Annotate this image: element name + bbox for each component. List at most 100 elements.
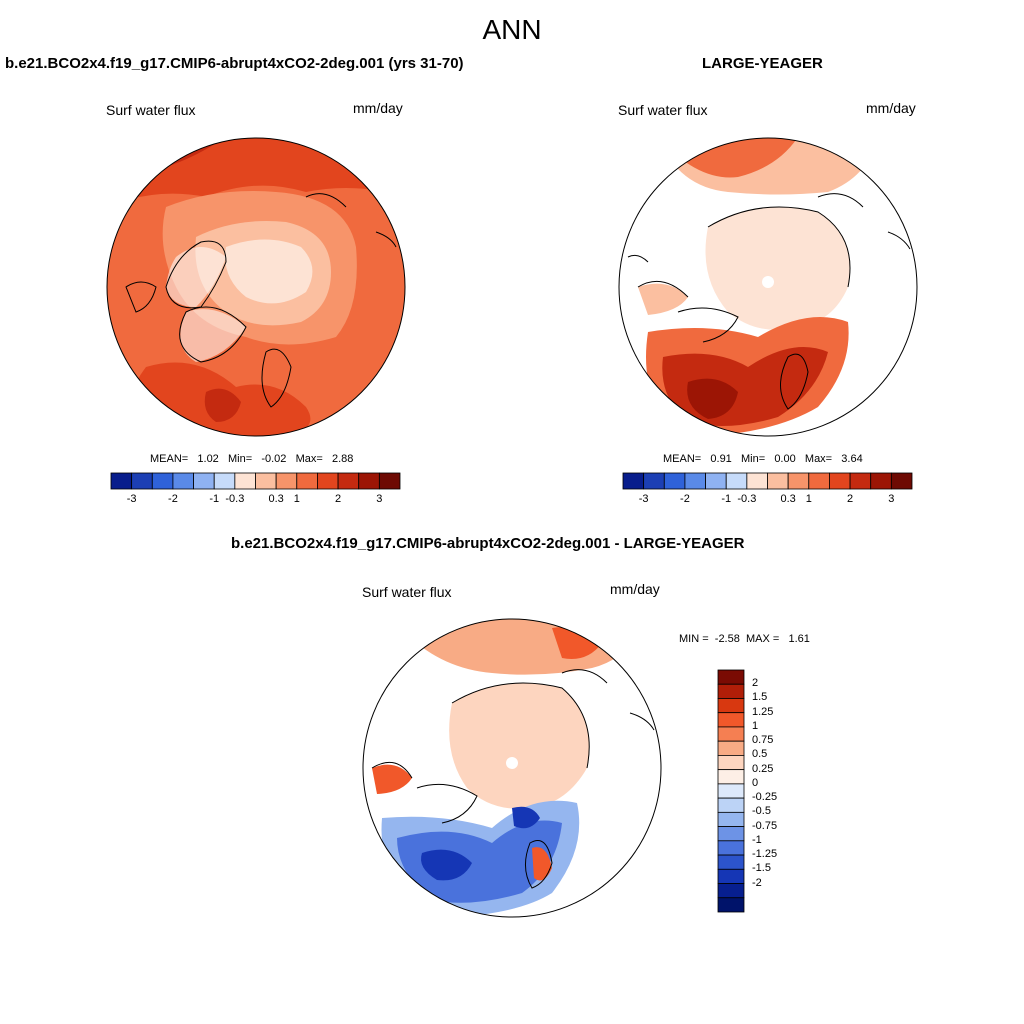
panel-1-colorbar-tick-label: -2: [168, 493, 178, 505]
panel-1-colorbar-tick-label: 0.3: [268, 493, 284, 505]
panel-1-colorbar-box: [378, 472, 401, 490]
max-value: 2.88: [331, 453, 354, 465]
panel-2-colorbar-box: [622, 472, 645, 490]
panel-2-colorbar-box: [684, 472, 706, 490]
max-label: Max=: [804, 453, 833, 465]
panel-3-colorbar-labels: 2 1.5 1.25 1 0.75 0.5 0.25 0 -0.25 -0.5 -0.75 -1 -1.…: [752, 670, 792, 912]
panel-3-colorbar-box: [717, 683, 745, 699]
panel-1-colorbar-box: [317, 472, 339, 490]
panel-3-map: [362, 618, 662, 918]
panel-2-colorbar-box: [787, 472, 810, 490]
max-value: 1.61: [788, 633, 810, 645]
panel-3-colorbar-box: [717, 840, 745, 856]
panel-3-colorbar-box: [717, 769, 745, 785]
min-value: -0.02: [261, 453, 287, 465]
panel-3-colorbar-label: 1.25: [752, 705, 774, 718]
panel-1-colorbar-tick-label: 3: [376, 493, 383, 505]
panel-2-colorbar-tick-label: -3: [638, 493, 649, 505]
panel-2-colorbar-box: [849, 472, 872, 490]
min-value: -2.58: [714, 633, 740, 645]
panel-1-colorbar-box: [255, 472, 277, 490]
panel-1-variable: Surf water flux: [106, 102, 196, 118]
panel-1-colorbar-tick-label: 2: [335, 493, 342, 505]
panel-2-colorbar-box: [829, 472, 851, 490]
panel-3-stats: MIN = -2.58 MAX = 1.61: [679, 633, 810, 645]
panel-2-map: [618, 137, 918, 437]
panel-2-stats: MEAN= 0.91 Min= 0.00 Max= 3.64: [663, 453, 863, 465]
panel-3-colorbar-label: 0: [752, 776, 759, 789]
panel-1-colorbar-box: [172, 472, 194, 490]
panel-3-colorbar-label: 0.25: [752, 762, 774, 775]
panel-3-colorbar-box: [717, 883, 745, 899]
mean-label: MEAN=: [663, 453, 702, 465]
min-label: Min=: [740, 453, 766, 465]
panel-3-title: b.e21.BCO2x4.f19_g17.CMIP6-abrupt4xCO2-2…: [231, 535, 745, 552]
max-label: MAX =: [745, 633, 780, 645]
panel-3-variable: Surf water flux: [362, 584, 452, 600]
panel-1-colorbar-box: [151, 472, 174, 490]
panel-1-colorbar-box: [110, 472, 133, 490]
panel-1-colorbar-box: [358, 472, 380, 490]
panel-2-colorbar-tick-label: 1: [805, 493, 812, 505]
panel-2-colorbar: [622, 472, 913, 490]
panel-2-variable: Surf water flux: [618, 102, 708, 118]
panel-1-units: mm/day: [353, 100, 403, 116]
min-label: Min=: [227, 453, 253, 465]
panel-2-colorbar-box: [890, 472, 913, 490]
panel-3-colorbar-box: [717, 826, 745, 842]
panel-3-colorbar: [717, 669, 745, 913]
min-label: MIN =: [679, 633, 709, 645]
panel-3-colorbar-label: 0.75: [752, 734, 774, 747]
panel-3-units: mm/day: [610, 581, 660, 597]
panel-1-colorbar-box: [131, 472, 153, 490]
panel-1-colorbar-box: [275, 472, 298, 490]
panel-2-colorbar-box: [725, 472, 748, 490]
panel-3-colorbar-box: [717, 740, 745, 756]
panel-1-stats: MEAN= 1.02 Min= -0.02 Max= 2.88: [150, 453, 353, 465]
panel-1-map: [106, 137, 406, 437]
panel-1-colorbar-tick-label: -1: [209, 493, 220, 505]
panel-3-colorbar-label: -0.5: [752, 805, 771, 818]
max-value: 3.64: [841, 453, 863, 465]
panel-1-colorbar-box: [193, 472, 215, 490]
panel-1-colorbar-box: [337, 472, 360, 490]
mean-value: 0.91: [710, 453, 732, 465]
panel-3-colorbar-box: [717, 755, 745, 771]
panel-3-colorbar-label: 2: [752, 677, 759, 690]
max-label: Max=: [295, 453, 323, 465]
panel-1-colorbar-ticks: -3 -2 -1 -0.3 0.3 1 2 3: [111, 493, 400, 507]
panel-2-colorbar-box: [705, 472, 727, 490]
panel-3-colorbar-box: [717, 811, 745, 827]
min-value: 0.00: [774, 453, 796, 465]
panel-1-colorbar-tick-label: -3: [126, 493, 137, 505]
panel-3-colorbar-label: -0.25: [752, 791, 778, 804]
panel-3-colorbar-label: -2: [752, 876, 762, 889]
panel-3-colorbar-label: -1: [752, 833, 762, 846]
panel-3-colorbar-label: -1.25: [752, 848, 778, 861]
panel-2-units: mm/day: [866, 100, 916, 116]
panel-3-colorbar-box: [717, 712, 745, 728]
panel-3-colorbar-label: 1.5: [752, 691, 768, 704]
panel-3-colorbar-box: [717, 797, 745, 813]
panel-3-colorbar-box: [717, 698, 745, 714]
panel-3-colorbar-label: 1: [752, 719, 759, 732]
panel-2-colorbar-box: [663, 472, 686, 490]
panel-1-title: b.e21.BCO2x4.f19_g17.CMIP6-abrupt4xCO2-2…: [5, 55, 464, 72]
panel-2-colorbar-tick-label: 0.3: [780, 493, 796, 505]
panel-1-colorbar-box: [213, 472, 236, 490]
panel-2-title: LARGE-YEAGER: [702, 55, 823, 72]
panel-1-colorbar-tick-label: -0.3: [225, 493, 245, 505]
panel-1-colorbar: [110, 472, 401, 490]
panel-2-colorbar-box: [808, 472, 830, 490]
panel-3-colorbar-label: -1.5: [752, 862, 771, 875]
panel-3-colorbar-box: [717, 726, 745, 742]
panel-3-colorbar-label: 0.5: [752, 748, 768, 761]
mean-label: MEAN=: [150, 453, 189, 465]
panel-2-colorbar-tick-label: 2: [847, 493, 854, 505]
panel-3-colorbar-box: [717, 669, 745, 685]
panel-2-colorbar-tick-label: -0.3: [737, 493, 757, 505]
panel-3-colorbar-box: [717, 854, 745, 870]
panel-1-colorbar-box: [234, 472, 256, 490]
panel-3-colorbar-label: -0.75: [752, 819, 778, 832]
figure-title: ANN: [482, 14, 542, 45]
